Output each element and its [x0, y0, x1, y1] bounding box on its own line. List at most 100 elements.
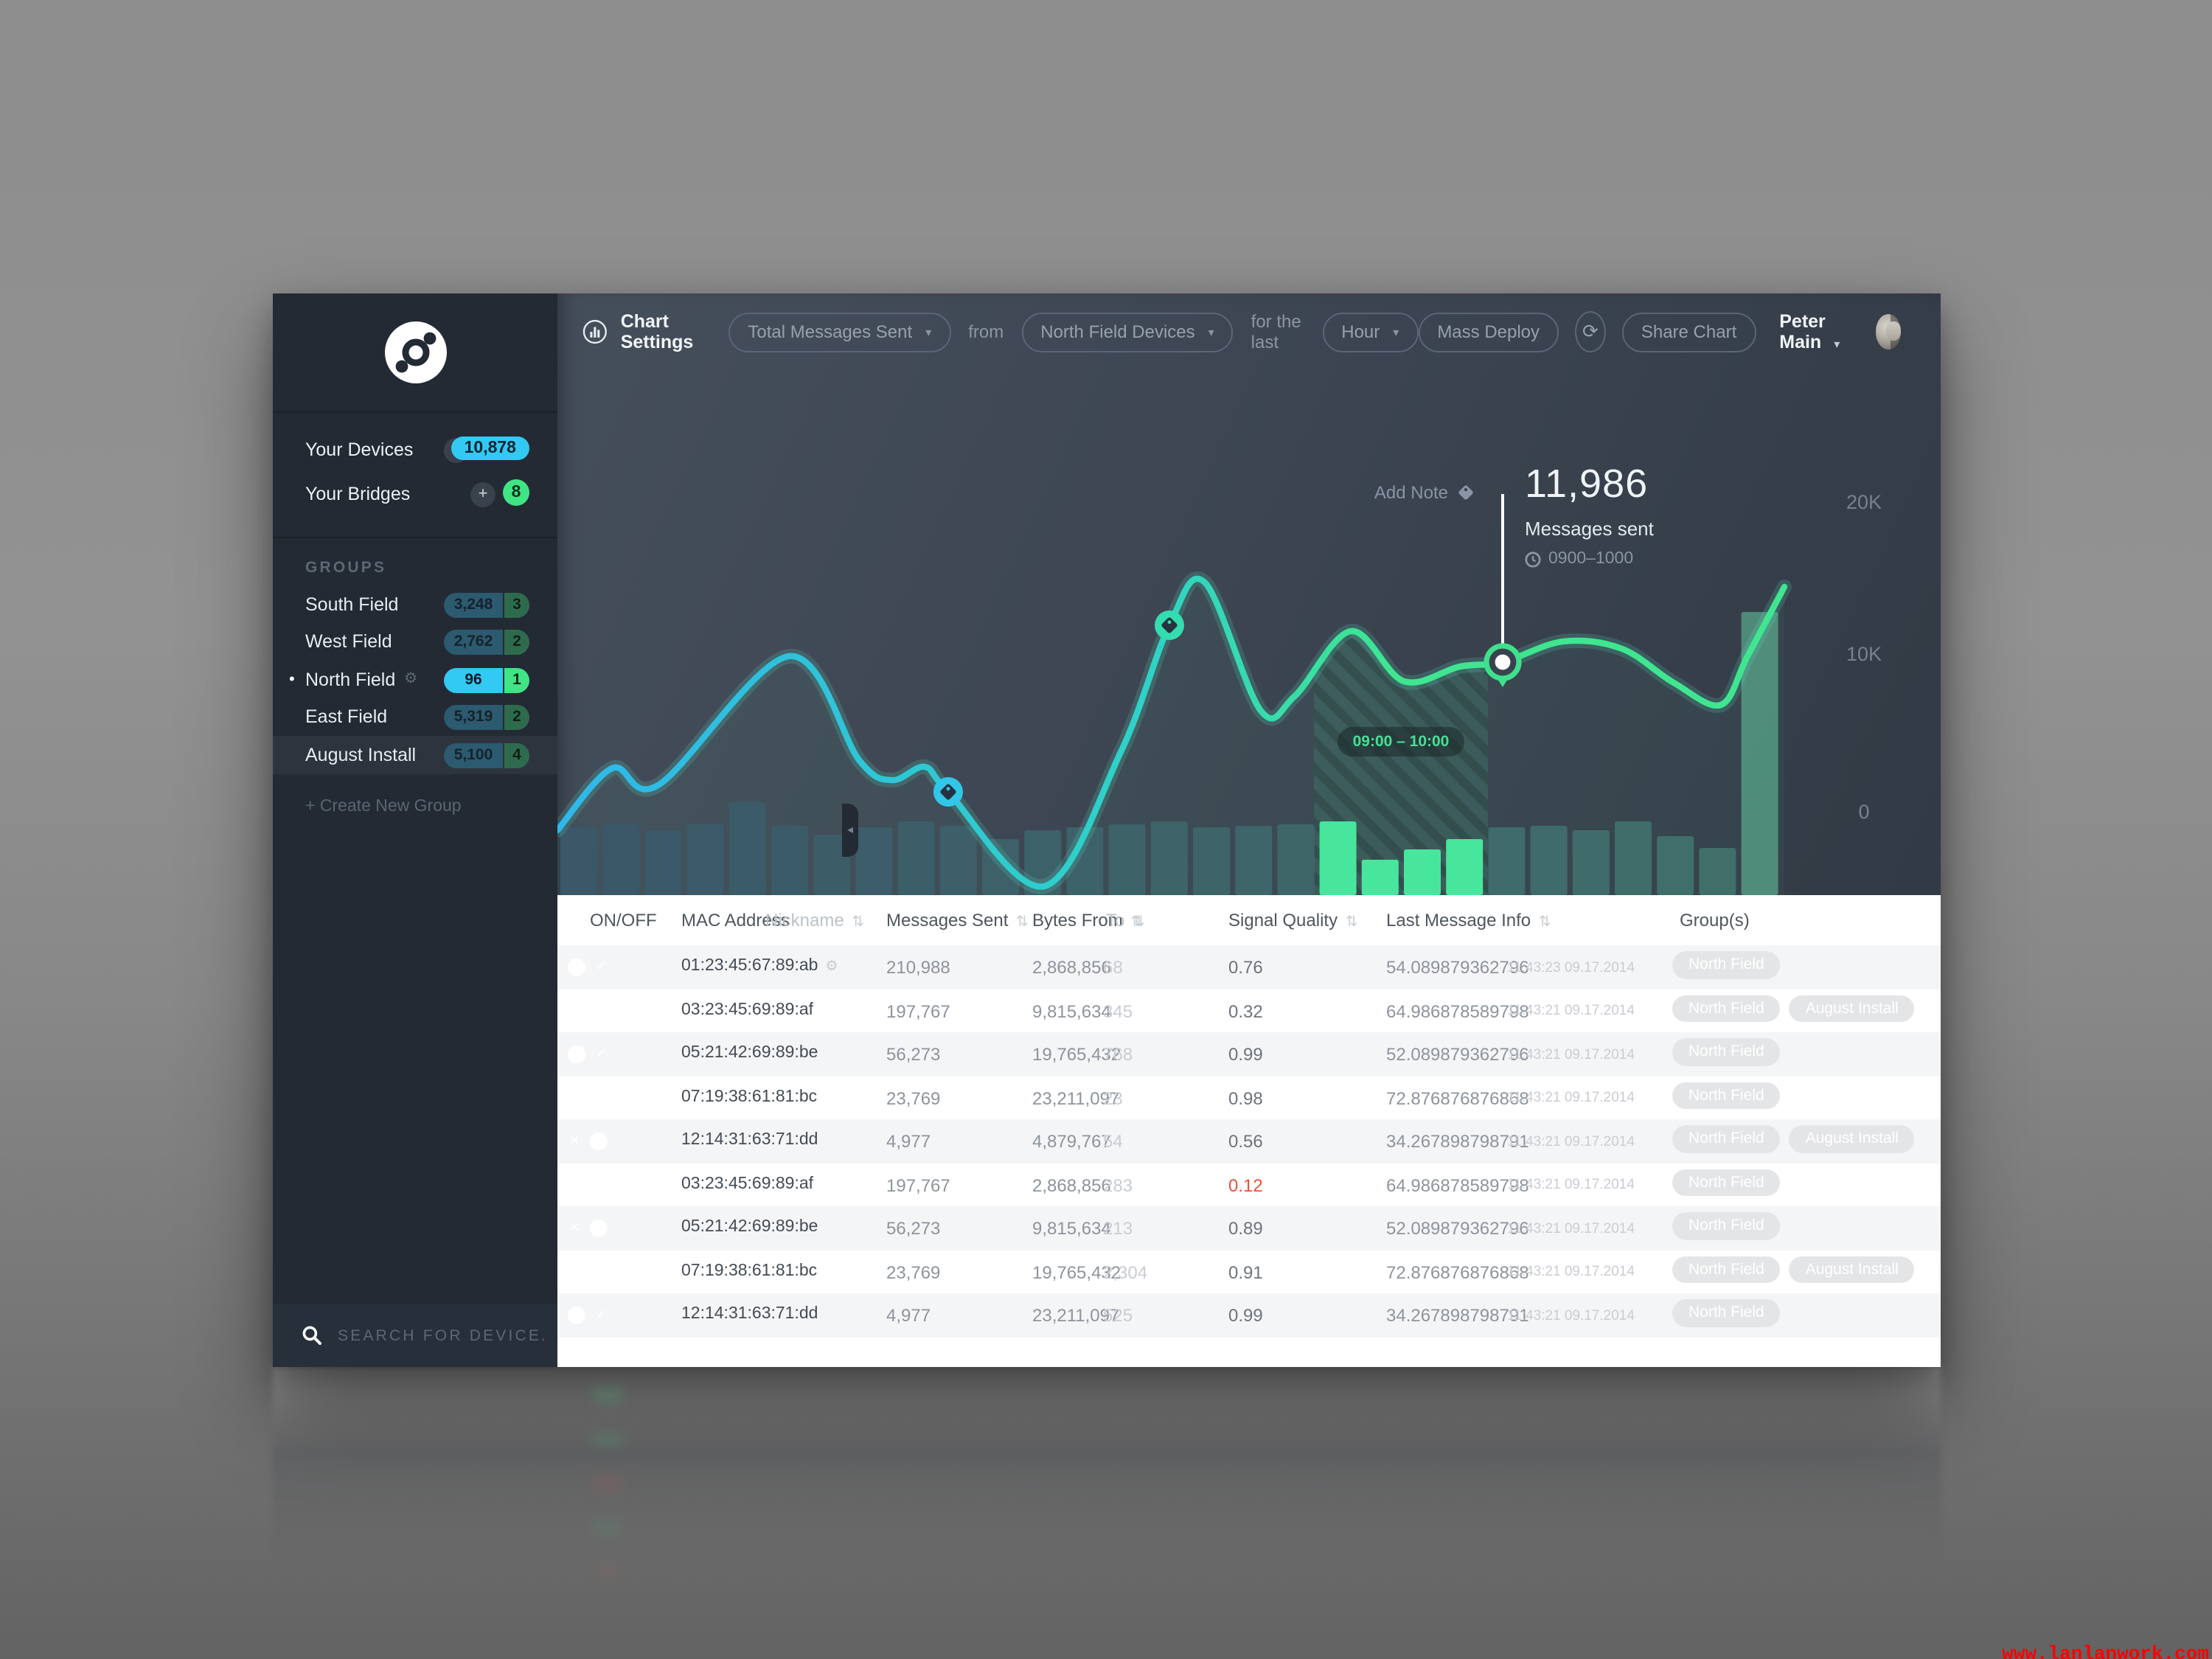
mass-deploy-button[interactable]: Mass Deploy — [1418, 312, 1559, 352]
table-row[interactable]: ✕ 05:21:42:69:89:be 56,273 9,815,634 213 0.89… — [557, 1206, 1941, 1250]
sidebar-group-west-field[interactable]: West Field 2,762 2 — [273, 623, 557, 661]
source-dropdown[interactable]: North Field Devices ▾ — [1021, 312, 1234, 352]
y-axis-tick: 10K — [1846, 643, 1882, 665]
volume-bar[interactable] — [1193, 827, 1230, 895]
column-header-messages-sent[interactable]: Messages Sent ⇅ — [886, 910, 1029, 931]
volume-bar[interactable] — [939, 826, 977, 895]
device-search-bar[interactable] — [273, 1304, 557, 1367]
group-badge[interactable]: August Install — [1789, 995, 1915, 1022]
volume-bar[interactable] — [1741, 612, 1778, 895]
annotation-marker[interactable] — [1484, 643, 1522, 687]
sort-arrows-icon[interactable]: ⇅ — [1130, 914, 1144, 931]
toggle-knob — [567, 1088, 585, 1106]
volume-bar[interactable] — [1235, 826, 1273, 895]
sort-arrows-icon[interactable]: ⇅ — [1538, 914, 1551, 931]
sort-arrows-icon[interactable]: ⇅ — [1133, 914, 1145, 931]
volume-bar[interactable] — [1615, 821, 1652, 895]
metric-dropdown[interactable]: Total Messages Sent ▾ — [728, 312, 951, 352]
volume-bar[interactable] — [1066, 827, 1104, 895]
group-badge[interactable]: North Field — [1672, 1082, 1781, 1109]
volume-bar[interactable] — [982, 839, 1019, 895]
volume-bar[interactable] — [1361, 860, 1399, 895]
chart-settings-icon[interactable] — [582, 313, 608, 351]
volume-bar[interactable] — [855, 827, 893, 895]
group-badge[interactable]: North Field — [1672, 1299, 1781, 1326]
sort-arrows-icon[interactable]: ⇅ — [1345, 914, 1358, 931]
share-chart-button[interactable]: Share Chart — [1621, 312, 1756, 352]
volume-bar[interactable] — [1530, 826, 1568, 895]
table-row[interactable]: ✓ 05:21:42:69:89:be 56,273 19,765,432 768 0.9… — [557, 1032, 1941, 1076]
user-menu[interactable]: Peter Main ▾ — [1779, 311, 1860, 352]
volume-bar[interactable] — [1446, 839, 1484, 895]
refresh-button[interactable]: ⟳ — [1575, 311, 1606, 352]
search-input[interactable] — [335, 1325, 547, 1346]
volume-bar[interactable] — [728, 802, 766, 895]
device-settings-gear-icon[interactable]: ⚙︎ — [825, 959, 838, 975]
sidebar-group-august-install[interactable]: August Install 5,100 4 — [273, 736, 557, 773]
note-marker-icon[interactable] — [933, 777, 963, 807]
table-row[interactable]: ✓ 07:19:38:61:81:bc 23,769 23,211,097 23 0.98… — [557, 1076, 1941, 1119]
avatar[interactable] — [1875, 314, 1902, 349]
messages-chart[interactable]: 20K 10K 0 — [550, 370, 1941, 902]
helium-logo-icon[interactable] — [383, 320, 448, 385]
volume-bar[interactable] — [1404, 849, 1441, 895]
volume-bar[interactable] — [1319, 821, 1357, 895]
volume-bar[interactable] — [1150, 821, 1188, 895]
column-header-bytes-from[interactable]: Bytes From ⇅ — [1032, 910, 1144, 931]
sidebar: Your Devices + 10,878 Your Bridges + 8 G… — [273, 293, 557, 1367]
column-header-last-message-info[interactable]: Last Message Info ⇅ — [1386, 910, 1551, 931]
sidebar-group-south-field[interactable]: South Field 3,248 3 — [273, 585, 557, 623]
group-badge[interactable]: August Install — [1789, 1125, 1915, 1152]
add-bridge-button[interactable]: + — [470, 481, 495, 507]
sidebar-group-east-field[interactable]: East Field 5,319 2 — [273, 698, 557, 736]
range-dropdown[interactable]: Hour ▾ — [1322, 312, 1419, 352]
your-bridges-row[interactable]: Your Bridges + 8 — [273, 472, 557, 516]
table-row[interactable]: ✓ 12:14:31:63:71:dd 4,977 23,211,097 525 0.99… — [557, 1293, 1941, 1337]
sort-arrows-icon[interactable]: ⇅ — [852, 914, 865, 931]
column-header-nickname[interactable]: Nickname ⇅ — [765, 910, 865, 931]
volume-bar[interactable] — [602, 824, 640, 895]
table-row[interactable]: ✓ 01:23:45:67:89:ab ⚙︎ 210,988 2,868,856 68 0.… — [557, 945, 1941, 989]
volume-bar[interactable] — [644, 830, 682, 895]
selected-hour-label: 09:00 – 10:00 — [1312, 727, 1489, 757]
signal-quality: 0.56 — [1228, 1131, 1263, 1152]
group-badge[interactable]: North Field — [1672, 1212, 1781, 1239]
volume-bar[interactable] — [1488, 827, 1526, 895]
your-devices-row[interactable]: Your Devices + 10,878 — [273, 428, 557, 472]
volume-bar[interactable] — [1699, 848, 1736, 895]
volume-bar[interactable] — [1277, 824, 1315, 895]
column-header-signal-quality[interactable]: Signal Quality ⇅ — [1228, 910, 1358, 931]
messages-sent: 4,977 — [886, 1131, 931, 1152]
group-badge[interactable]: North Field — [1672, 995, 1781, 1022]
group-badge[interactable]: North Field — [1672, 1038, 1781, 1065]
sidebar-group-north-field[interactable]: • North Field ⚙︎ 96 1 — [273, 661, 557, 698]
chevron-down-icon: ▾ — [1208, 325, 1214, 338]
mac-address: 03:23:45:69:89:af — [681, 1175, 814, 1192]
group-badge[interactable]: August Install — [1789, 1256, 1915, 1283]
note-marker-icon[interactable] — [1155, 611, 1184, 640]
volume-bar[interactable] — [560, 827, 597, 895]
table-row[interactable]: ✕ 12:14:31:63:71:dd 4,977 4,879,767 54 0.56 34… — [557, 1119, 1941, 1163]
table-row[interactable]: ✕ 03:23:45:69:89:af 197,767 9,815,634 345 0.3… — [557, 989, 1941, 1032]
volume-bar[interactable] — [897, 821, 935, 895]
table-row[interactable]: ✓ 03:23:45:69:89:af 197,767 2,868,856 283 0.1… — [557, 1163, 1941, 1206]
column-header-to[interactable]: To ⇅ — [1106, 910, 1145, 931]
last-message-timestamp: 11:43:21 09.17.2014 — [1507, 1177, 1635, 1193]
create-new-group-button[interactable]: + Create New Group — [305, 797, 462, 815]
sidebar-collapse-handle[interactable]: ◂ — [842, 804, 858, 857]
volume-bar[interactable] — [1572, 830, 1610, 895]
volume-bar[interactable] — [813, 835, 851, 895]
volume-bar[interactable] — [1657, 836, 1694, 895]
sort-arrows-icon[interactable]: ⇅ — [1016, 914, 1029, 931]
group-badges: North Field — [1672, 1212, 1781, 1239]
volume-bar[interactable] — [686, 824, 724, 895]
group-badge[interactable]: North Field — [1672, 1169, 1781, 1196]
group-badge[interactable]: North Field — [1672, 1125, 1781, 1152]
add-note-button[interactable]: Add Note — [1312, 482, 1475, 503]
group-badge[interactable]: North Field — [1672, 951, 1781, 978]
group-settings-gear-icon[interactable]: ⚙︎ — [404, 671, 418, 688]
table-row[interactable]: ✓ 07:19:38:61:81:bc 23,769 19,765,432 2,304 0… — [557, 1250, 1941, 1293]
volume-bar[interactable] — [771, 826, 808, 895]
volume-bar[interactable] — [1108, 824, 1146, 895]
group-badge[interactable]: North Field — [1672, 1256, 1781, 1283]
